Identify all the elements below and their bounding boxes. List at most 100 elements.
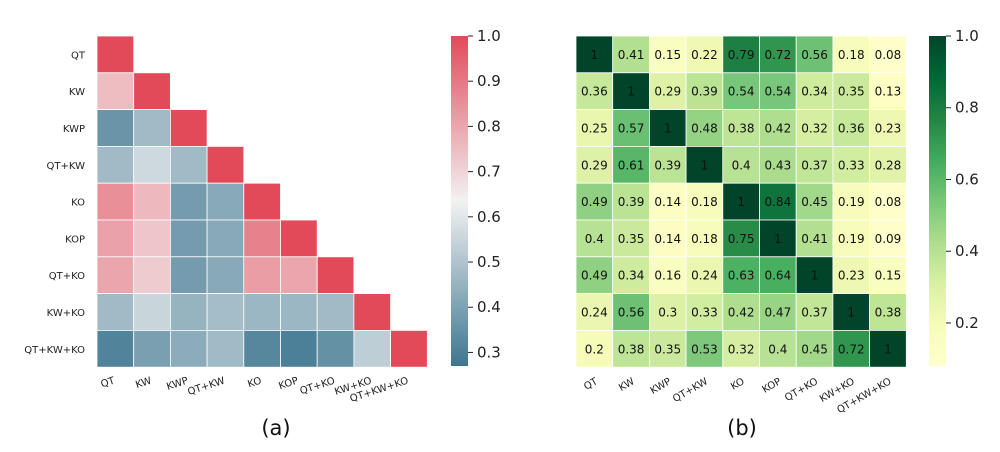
heatmap-b-cell bbox=[612, 109, 650, 147]
colorbar-a-tick-label: 0.6 bbox=[477, 208, 501, 226]
heatmap-b-cell bbox=[795, 109, 834, 147]
heatmap-a-cell bbox=[280, 293, 318, 331]
heatmap-b-cell bbox=[869, 293, 907, 331]
heatmap-b-col-label: KOP bbox=[761, 376, 784, 395]
heatmap-b-cell-value: 0.54 bbox=[728, 85, 755, 99]
heatmap-b-cell bbox=[832, 72, 871, 111]
heatmap-a-cell bbox=[316, 256, 355, 294]
heatmap-b-cell-value: 0.72 bbox=[838, 342, 865, 356]
heatmap-b-cell-value: 1 bbox=[811, 269, 819, 283]
colorbar-a-bar bbox=[451, 36, 468, 366]
heatmap-a-cell bbox=[243, 256, 281, 294]
heatmap-b-cell-value: 0.25 bbox=[581, 122, 608, 136]
heatmap-b-cell-value: 0.24 bbox=[581, 306, 608, 320]
heatmap-b-cell-value: 0.2 bbox=[585, 342, 604, 356]
heatmap-b-cell-value: 0.61 bbox=[618, 158, 645, 172]
heatmap-b-cell bbox=[869, 109, 907, 147]
heatmap-b-cell bbox=[575, 256, 614, 294]
heatmap-b-cell bbox=[722, 256, 760, 294]
colorbar-a-tick-label: 0.3 bbox=[477, 343, 501, 361]
heatmap-a-row-label: KW bbox=[69, 87, 85, 98]
heatmap-b-cell-value: 0.37 bbox=[801, 306, 828, 320]
colorbar-a-tick-label: 0.9 bbox=[477, 72, 501, 90]
heatmap-b-cell bbox=[575, 35, 614, 74]
colorbar-a-tick-label: 0.7 bbox=[477, 163, 501, 181]
heatmap-b-col-label: KW bbox=[617, 376, 637, 394]
heatmap-b-cell bbox=[612, 35, 650, 74]
heatmap-b-cell-value: 0.36 bbox=[838, 122, 865, 136]
colorbar-b: 0.2 0.4 0.6 0.8 1.0 bbox=[929, 27, 979, 366]
heatmap-b-cell-value: 0.56 bbox=[801, 48, 828, 62]
colorbar-b-tick-label: 0.4 bbox=[955, 242, 979, 260]
colorbar-a-tick-label: 0.4 bbox=[477, 298, 501, 316]
heatmap-b-cell-value: 0.22 bbox=[691, 48, 718, 62]
heatmap-b-cell-value: 0.57 bbox=[618, 122, 645, 136]
colorbar-b-tick-label: 1.0 bbox=[955, 27, 979, 45]
heatmap-b-cell-value: 0.4 bbox=[768, 342, 787, 356]
heatmap-b-cell-value: 0.18 bbox=[691, 195, 718, 209]
heatmap-a-cell bbox=[206, 329, 245, 368]
heatmap-b-cell-value: 0.35 bbox=[654, 342, 681, 356]
heatmap-a-cell bbox=[96, 145, 135, 184]
heatmap-b-cell-value: 0.15 bbox=[654, 48, 681, 62]
heatmap-b-cell-value: 0.38 bbox=[875, 306, 902, 320]
heatmap-b-cell bbox=[832, 145, 871, 184]
heatmap-b-cell-value: 0.23 bbox=[838, 269, 865, 283]
heatmap-b-cell bbox=[612, 182, 650, 221]
heatmap-a-col-label: KO bbox=[246, 376, 263, 391]
heatmap-b-cell bbox=[759, 219, 797, 258]
heatmap-a-cell bbox=[243, 219, 281, 258]
heatmap-b-cell-value: 0.33 bbox=[838, 158, 865, 172]
heatmap-b-cell-value: 0.43 bbox=[764, 158, 791, 172]
heatmap-b-cell-value: 0.14 bbox=[654, 232, 681, 246]
heatmap-b-cell bbox=[759, 109, 797, 147]
heatmap-b-cell bbox=[649, 182, 687, 221]
heatmap-a-cell bbox=[169, 109, 208, 147]
heatmap-a-cell bbox=[96, 219, 135, 258]
heatmap-b-cell-value: 0.38 bbox=[728, 122, 755, 136]
heatmap-b-cell bbox=[649, 293, 687, 331]
heatmap-b-cell bbox=[795, 293, 834, 331]
heatmap-a-cell bbox=[133, 109, 171, 147]
heatmap-a-row-label: KO bbox=[71, 198, 85, 209]
heatmap-b-cell-value: 1 bbox=[847, 306, 855, 320]
heatmap-b-cell bbox=[869, 35, 907, 74]
heatmap-a-row-label: KWP bbox=[63, 124, 85, 135]
heatmap-a-cell bbox=[96, 72, 135, 111]
heatmap-b-cell bbox=[869, 329, 907, 368]
heatmap-b-cell bbox=[869, 72, 907, 111]
heatmap-a-row-label: QT+KW+KO bbox=[24, 345, 85, 356]
heatmap-b-cell-value: 0.29 bbox=[654, 85, 681, 99]
heatmap-b-cell-value: 0.84 bbox=[764, 195, 791, 209]
heatmap-b-cell-value: 0.19 bbox=[838, 232, 865, 246]
heatmap-a-cell bbox=[353, 293, 391, 331]
heatmap-a-cell bbox=[169, 182, 208, 221]
heatmap-b-cell-value: 0.29 bbox=[581, 158, 608, 172]
heatmap-b-cell-value: 0.36 bbox=[581, 85, 608, 99]
heatmap-b-cell bbox=[612, 256, 650, 294]
heatmap-b-cell bbox=[649, 72, 687, 111]
heatmap-b-cell-value: 0.39 bbox=[691, 85, 718, 99]
heatmap-b-cell bbox=[722, 145, 760, 184]
heatmap-a-cell bbox=[96, 109, 135, 147]
heatmap-b-cell bbox=[649, 256, 687, 294]
heatmap-b-cell bbox=[795, 219, 834, 258]
heatmap-b-cell bbox=[575, 72, 614, 111]
colorbar-a-tick-label: 1.0 bbox=[477, 27, 501, 45]
heatmap-b-cell bbox=[575, 329, 614, 368]
heatmap-a-cell bbox=[243, 293, 281, 331]
heatmap-b-cell bbox=[759, 145, 797, 184]
colorbar-b-tick-label: 0.6 bbox=[955, 170, 979, 188]
heatmap-b-cell bbox=[869, 182, 907, 221]
heatmap-b-cell-value: 0.47 bbox=[764, 306, 791, 320]
heatmap-a-cell bbox=[243, 182, 281, 221]
heatmap-b-cell-value: 0.45 bbox=[801, 342, 828, 356]
heatmap-b-cell bbox=[685, 256, 724, 294]
heatmap-b-cell bbox=[685, 293, 724, 331]
heatmap-b-cell-value: 0.28 bbox=[875, 158, 902, 172]
heatmap-a-cell bbox=[96, 256, 135, 294]
heatmap-a-row-label: KW+KO bbox=[47, 308, 85, 319]
heatmap-b-cell-value: 0.42 bbox=[764, 122, 791, 136]
